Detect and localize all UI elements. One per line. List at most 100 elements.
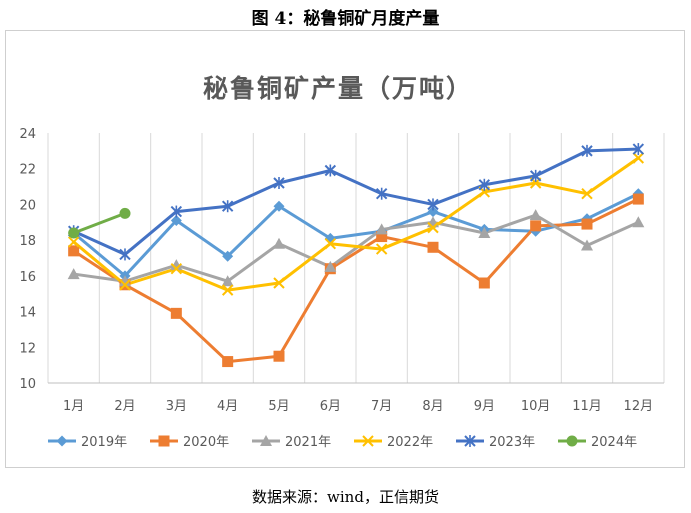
data-point xyxy=(581,144,593,157)
series-line xyxy=(72,211,127,235)
y-tick-label: 20 xyxy=(19,198,36,213)
data-point xyxy=(375,223,388,235)
x-tick-label: 5月 xyxy=(268,399,289,414)
x-tick-label: 6月 xyxy=(320,399,341,414)
data-point xyxy=(273,350,285,362)
x-tick-label: 12月 xyxy=(624,399,654,414)
legend-item: 2024年 xyxy=(558,435,637,450)
x-tick-label: 1月 xyxy=(63,399,84,414)
series-line xyxy=(72,156,640,292)
data-point xyxy=(158,435,170,447)
data-point xyxy=(221,275,234,287)
data-point xyxy=(427,198,439,211)
x-tick-labels: 1月 2月 3月 4月 5月 6月 7月 8月 9月 10月 11月 12月 xyxy=(63,399,653,414)
data-point xyxy=(260,435,272,446)
data-point xyxy=(68,227,80,239)
legend-label: 2020年 xyxy=(183,435,229,450)
x-tick-label: 7月 xyxy=(371,399,392,414)
data-point xyxy=(464,435,476,447)
data-point xyxy=(119,275,131,287)
y-tick-label: 14 xyxy=(19,306,36,321)
data-point xyxy=(170,205,183,218)
data-point xyxy=(324,164,337,177)
data-point xyxy=(478,178,491,191)
data-point xyxy=(170,259,183,271)
data-point xyxy=(67,236,80,248)
y-tick-labels: 10 12 14 16 18 20 22 24 xyxy=(19,127,36,392)
data-point xyxy=(362,435,374,447)
data-point xyxy=(529,209,542,221)
data-point xyxy=(221,200,234,213)
legend-label: 2024年 xyxy=(591,435,637,450)
source-note: 数据来源：wind，正信期货 xyxy=(252,488,439,506)
x-tick-label: 4月 xyxy=(217,399,238,414)
data-point xyxy=(119,207,131,219)
data-point xyxy=(68,245,80,257)
data-point xyxy=(56,435,68,447)
data-point xyxy=(324,260,337,272)
series-line xyxy=(72,192,640,278)
data-point xyxy=(632,143,645,156)
chart-frame xyxy=(5,30,685,468)
figure-title: 图 4：秘鲁铜矿月度产量 xyxy=(251,9,440,29)
data-point xyxy=(581,239,593,251)
data-point xyxy=(581,188,593,200)
y-tick-label: 22 xyxy=(19,163,36,178)
data-point xyxy=(427,221,439,234)
data-point xyxy=(632,216,645,228)
data-point xyxy=(273,237,285,249)
y-tick-label: 12 xyxy=(19,341,36,356)
data-point xyxy=(632,193,644,205)
legend-item: 2023年 xyxy=(456,435,535,450)
data-point xyxy=(427,241,439,253)
data-point xyxy=(375,243,388,255)
y-tick-label: 10 xyxy=(19,377,36,392)
legend-item: 2021年 xyxy=(252,435,331,450)
data-point xyxy=(478,277,490,289)
legend-label: 2022年 xyxy=(387,435,433,450)
data-point xyxy=(170,307,182,319)
legend-label: 2023年 xyxy=(489,435,535,450)
x-tick-label: 3月 xyxy=(166,399,187,414)
data-point xyxy=(119,248,131,261)
data-point xyxy=(376,231,388,243)
series-line xyxy=(72,213,640,283)
data-point xyxy=(530,220,542,232)
legend-item: 2022年 xyxy=(354,435,433,450)
data-point xyxy=(67,268,80,280)
data-point xyxy=(566,435,578,447)
data-point xyxy=(478,227,491,238)
x-tick-label: 9月 xyxy=(474,399,495,414)
series-line xyxy=(72,197,640,364)
x-tick-label: 10月 xyxy=(521,399,551,414)
data-point xyxy=(581,218,593,230)
data-point xyxy=(221,284,234,296)
legend-item: 2020年 xyxy=(150,435,229,450)
data-point xyxy=(632,152,645,164)
y-tick-label: 24 xyxy=(19,127,36,142)
chart-title: 秘鲁铜矿产量（万吨） xyxy=(203,74,473,103)
legend-item: 2019年 xyxy=(48,435,127,450)
data-point xyxy=(273,177,285,189)
x-tick-label: 8月 xyxy=(422,399,443,414)
x-tick-label: 2月 xyxy=(114,399,135,414)
series-lines xyxy=(72,147,640,364)
data-point xyxy=(427,206,439,218)
data-point xyxy=(273,200,285,212)
data-point xyxy=(273,277,285,289)
data-point xyxy=(222,250,234,262)
legend: 2019年 2020年 2021年 2022年 2023年 2024年 xyxy=(48,435,637,450)
series-markers xyxy=(67,143,645,368)
series-line xyxy=(72,147,640,256)
data-point xyxy=(375,187,388,200)
legend-label: 2019年 xyxy=(81,435,127,450)
data-point xyxy=(170,263,183,275)
legend-label: 2021年 xyxy=(285,435,331,450)
data-point xyxy=(529,169,542,182)
y-tick-label: 18 xyxy=(19,234,36,249)
y-tick-label: 16 xyxy=(19,270,36,285)
x-tick-label: 11月 xyxy=(572,399,602,414)
data-point xyxy=(170,215,182,226)
gridlines xyxy=(47,133,665,383)
